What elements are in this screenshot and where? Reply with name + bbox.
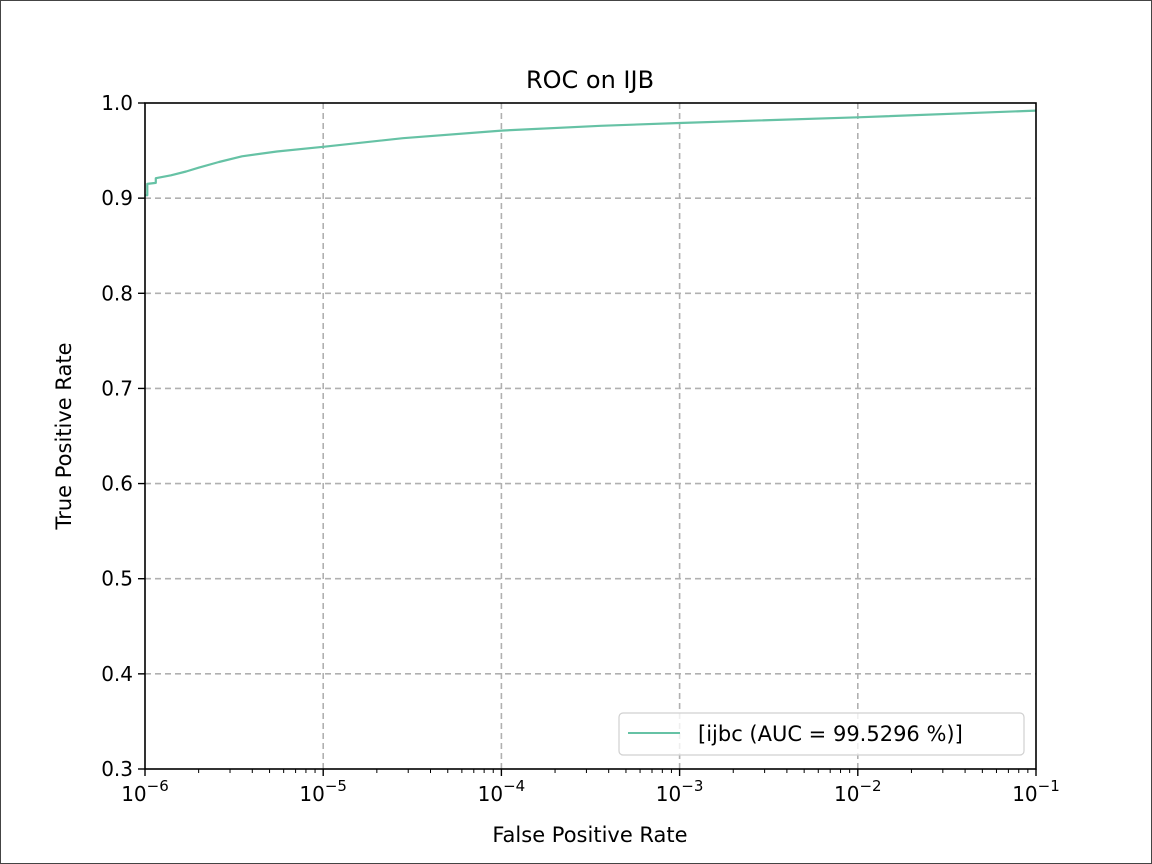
- x-axis-ticks: 10−6 10−5 10−4 10−3 10−2 10−1: [121, 769, 1060, 806]
- y-tick-label: 1.0: [101, 91, 133, 115]
- x-tick-label: 10−1: [1012, 777, 1060, 806]
- y-tick-label: 0.9: [101, 186, 133, 210]
- y-tick-label: 0.4: [101, 662, 133, 686]
- chart-title: ROC on IJB: [526, 66, 654, 94]
- roc-curve-line: [145, 109, 1037, 197]
- y-tick-label: 0.8: [101, 281, 133, 305]
- y-tick-label: 0.5: [101, 567, 133, 591]
- x-tick-label: 10−5: [299, 777, 347, 806]
- x-tick-label: 10−2: [834, 777, 882, 806]
- grid-lines: [145, 103, 1036, 769]
- x-tick-label: 10−6: [121, 777, 169, 806]
- roc-curve: [145, 109, 1037, 197]
- y-tick-label: 0.6: [101, 472, 133, 496]
- y-axis-ticks: 0.3 0.4 0.5 0.6 0.7 0.8 0.9 1.0: [101, 91, 145, 781]
- x-axis-label: False Positive Rate: [492, 823, 687, 847]
- y-tick-label: 0.7: [101, 376, 133, 400]
- x-tick-label: 10−4: [478, 777, 526, 806]
- y-tick-label: 0.3: [101, 757, 133, 781]
- legend: [ijbc (AUC = 99.5296 %)]: [618, 712, 1025, 756]
- legend-box: [618, 712, 1025, 756]
- legend-label: [ijbc (AUC = 99.5296 %)]: [698, 722, 963, 746]
- y-axis-label: True Positive Rate: [52, 342, 76, 530]
- x-tick-label: 10−3: [656, 777, 704, 806]
- axes-frame: [144, 102, 1037, 770]
